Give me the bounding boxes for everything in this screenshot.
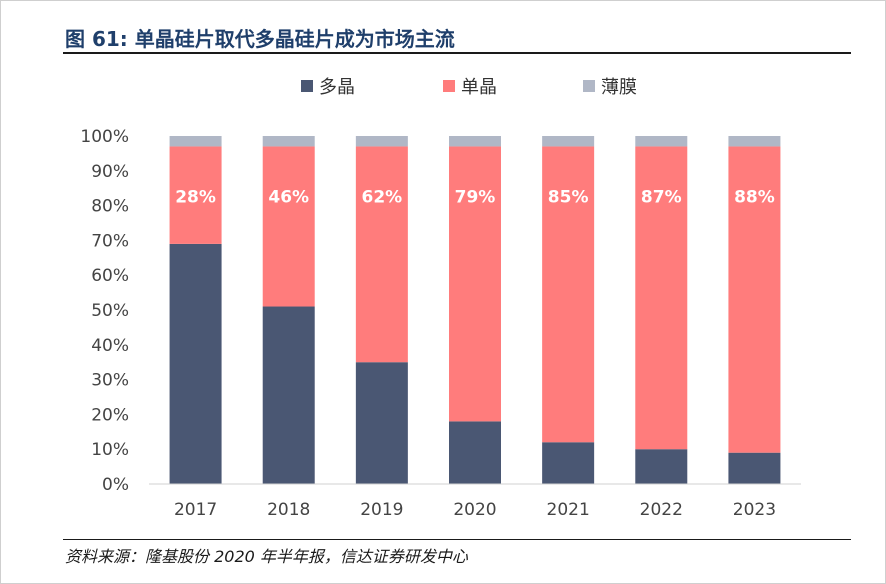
source-rule	[63, 539, 851, 540]
x-axis: 2017 2018 2019 2020 2021 2022 2023	[149, 483, 801, 520]
legend-swatch	[443, 80, 455, 92]
bar-segment-mono	[355, 146, 408, 363]
bar-segment-film	[262, 136, 315, 147]
bar-segment-mono	[449, 146, 501, 422]
bar-segment-film	[728, 136, 781, 147]
data-label: 46%	[268, 187, 309, 207]
bar-segment-poly	[355, 362, 408, 484]
y-axis: 0% 10% 20% 30% 40% 50% 60% 70% 80% 90% 100%	[80, 127, 129, 495]
y-tick-label: 0%	[102, 475, 129, 495]
y-tick-label: 100%	[80, 127, 129, 147]
source-note: 资料来源：隆基股份 2020 年半年报，信达证券研发中心	[65, 547, 468, 566]
y-tick-label: 30%	[91, 371, 129, 391]
bar-segment-mono	[262, 146, 315, 307]
bar-segment-film	[355, 136, 408, 147]
y-tick-label: 40%	[91, 336, 129, 356]
y-tick-label: 20%	[91, 405, 129, 425]
data-label: 87%	[641, 187, 682, 207]
bar-segment-mono	[728, 146, 781, 453]
bar-segment-mono	[542, 146, 595, 443]
x-tick-label: 2017	[174, 500, 217, 520]
x-tick-label: 2019	[360, 500, 403, 520]
y-tick-label: 50%	[91, 301, 129, 321]
data-label: 85%	[548, 187, 589, 207]
x-tick-label: 2020	[453, 500, 496, 520]
y-tick-label: 10%	[91, 440, 129, 460]
bar-segment-poly	[262, 306, 315, 484]
bar-segment-poly	[728, 452, 781, 484]
figure-title: 图 61: 单晶硅片取代多晶硅片成为市场主流	[65, 27, 455, 51]
legend-label: 薄膜	[601, 77, 637, 98]
y-tick-label: 70%	[91, 231, 129, 251]
legend-swatch	[583, 80, 595, 92]
chart-legend: 多晶 单晶 薄膜	[301, 77, 637, 98]
data-label: 28%	[175, 187, 216, 207]
bar-segment-poly	[169, 243, 222, 484]
bar-segment-poly	[635, 449, 688, 484]
bar-segment-film	[449, 136, 501, 147]
legend-label: 单晶	[461, 77, 497, 98]
bar-segment-film	[635, 136, 688, 147]
x-tick-label: 2023	[733, 500, 776, 520]
stacked-bar-chart: 多晶 单晶 薄膜 0% 10% 20% 30% 40% 50% 60% 70% 80% 90% 100%…	[80, 77, 801, 520]
bar-segment-poly	[449, 421, 501, 484]
bar-segment-mono	[169, 146, 222, 244]
bar-segment-mono	[635, 146, 688, 450]
y-tick-label: 80%	[91, 197, 129, 217]
title-rule	[63, 52, 851, 54]
bar-segment-film	[542, 136, 595, 147]
legend-label: 多晶	[319, 77, 355, 98]
x-tick-label: 2021	[547, 500, 590, 520]
x-tick-label: 2018	[267, 500, 310, 520]
data-label: 62%	[362, 187, 403, 207]
y-tick-label: 90%	[91, 162, 129, 182]
bar-group: 28% 46% 62% 79% 85% 87% 88%	[169, 136, 781, 484]
bar-segment-poly	[542, 442, 595, 484]
legend-swatch	[301, 80, 313, 92]
bar-segment-film	[169, 136, 222, 147]
data-label: 88%	[734, 187, 775, 207]
y-tick-label: 60%	[91, 266, 129, 286]
x-tick-label: 2022	[640, 500, 683, 520]
data-label: 79%	[455, 187, 496, 207]
